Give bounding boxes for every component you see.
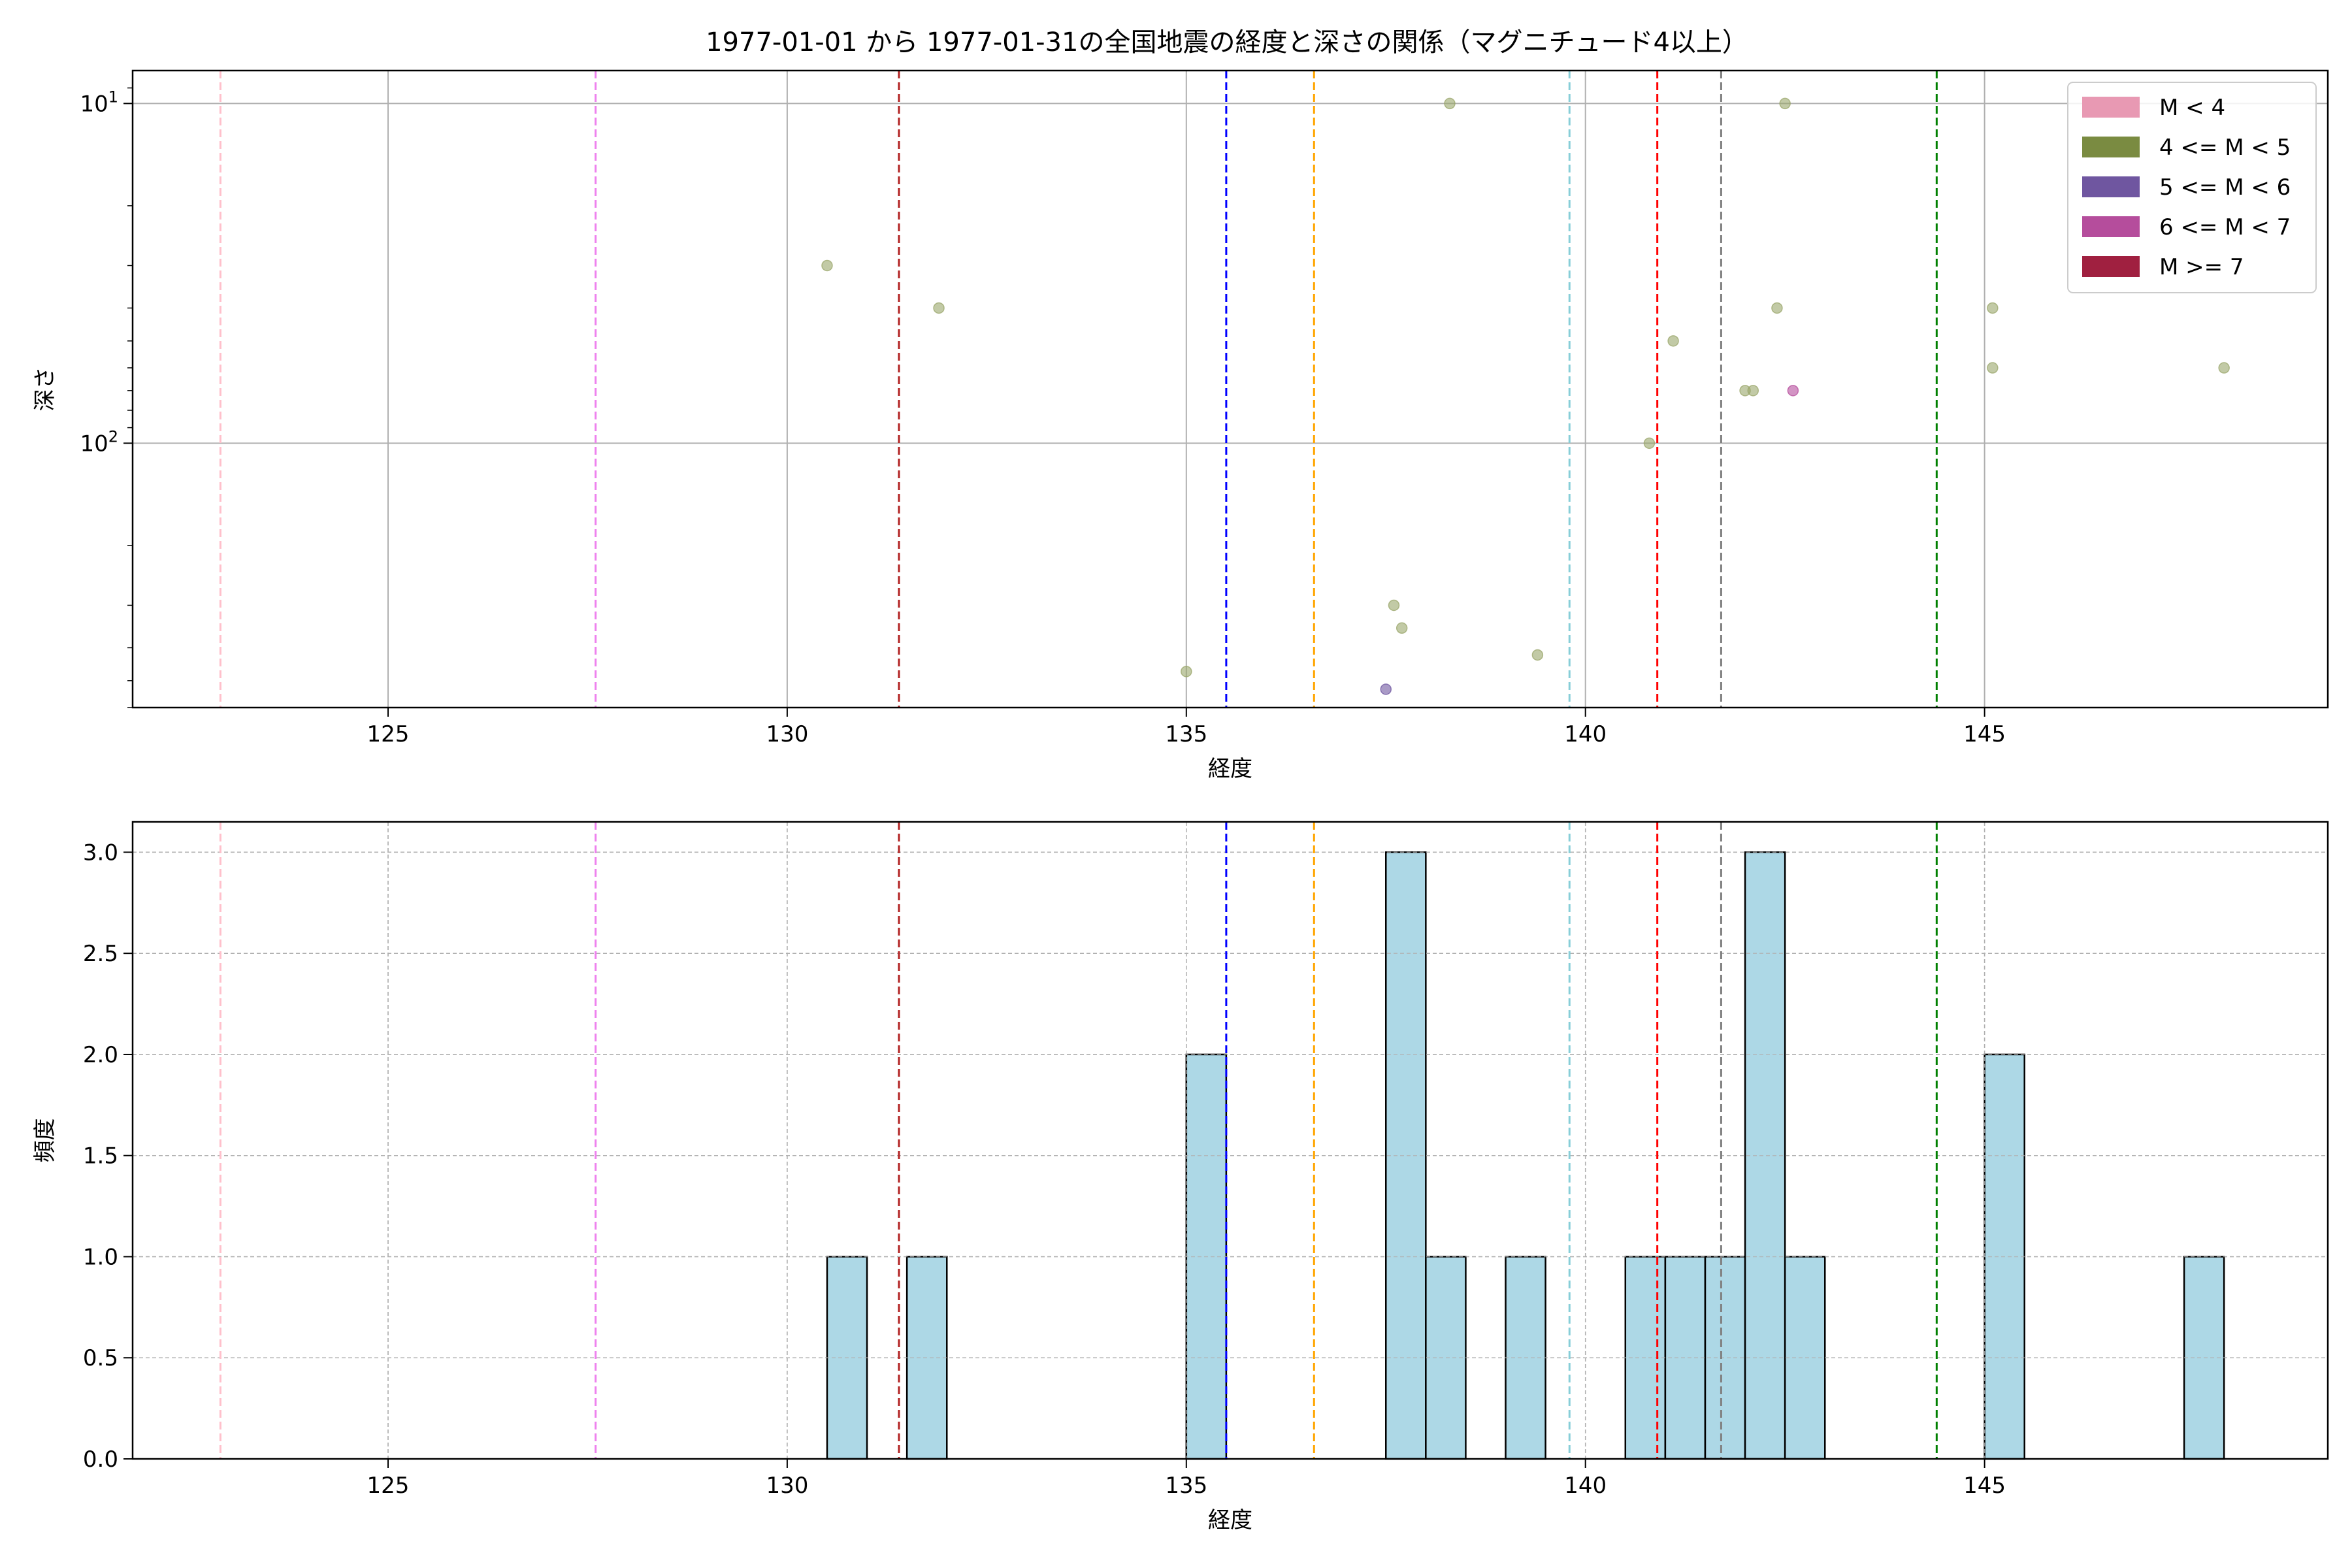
- scatter-point: [1667, 335, 1679, 347]
- scatter-plot: 125 130 135 140 145 101 102 経度 深さ M < 4 4 <= M < 5…: [32, 69, 2329, 782]
- x-tick-label: 130: [766, 1473, 808, 1499]
- scatter-point: [1771, 302, 1783, 314]
- scatter-point: [1444, 97, 1456, 110]
- histogram-plot: 125 130 135 140 145 0.0 0.5 1.0 1.5 2.0 2.5 3.0 経度 頻度: [32, 821, 2329, 1533]
- x-axis-label: 経度: [1208, 756, 1252, 782]
- x-tick-label: 125: [367, 1473, 410, 1499]
- scatter-point: [1380, 683, 1392, 695]
- legend-swatch: [2082, 256, 2140, 277]
- y-tick-label: 102: [80, 427, 118, 457]
- scatter-point: [1181, 666, 1192, 678]
- scatter-point: [1987, 362, 1999, 374]
- y-tick-label: 1.0: [83, 1244, 118, 1270]
- histogram-bar: [1704, 1256, 1746, 1460]
- y-tick-label: 3.0: [83, 840, 118, 866]
- legend-label: 4 <= M < 5: [2159, 135, 2291, 161]
- legend-swatch: [2082, 176, 2140, 197]
- x-tick-label: 135: [1165, 721, 1207, 747]
- y-tick-label: 0.0: [83, 1446, 118, 1473]
- scatter-point: [1396, 622, 1408, 634]
- axes-frame: [131, 69, 2329, 709]
- scatter-point: [821, 259, 833, 272]
- legend-label: M < 4: [2159, 95, 2225, 121]
- y-tick-label: 2.5: [83, 941, 118, 967]
- x-tick-label: 135: [1165, 1473, 1207, 1499]
- y-axis-label: 深さ: [32, 367, 58, 412]
- x-tick-label: 140: [1564, 721, 1607, 747]
- scatter-point: [1531, 649, 1544, 661]
- x-tick-label: 145: [1963, 1473, 2006, 1499]
- legend-swatch: [2082, 97, 2140, 118]
- x-axis-label: 経度: [1208, 1507, 1252, 1533]
- y-axis-label: 頻度: [32, 1119, 58, 1163]
- x-tick-label: 145: [1963, 721, 2006, 747]
- y-tick-label: 1.5: [83, 1143, 118, 1169]
- y-tick-label: 0.5: [83, 1345, 118, 1371]
- scatter-point: [1987, 302, 1999, 314]
- x-tick-label: 140: [1564, 1473, 1607, 1499]
- legend: M < 4 4 <= M < 5 5 <= M < 6 6 <= M < 7 M >= …: [2067, 82, 2317, 293]
- scatter-point: [1787, 385, 1799, 397]
- x-tick-label: 130: [766, 721, 808, 747]
- scatter-point: [1388, 599, 1400, 612]
- histogram-bar: [1744, 851, 1786, 1460]
- scatter-point: [1747, 385, 1759, 397]
- scatter-point: [1779, 97, 1791, 110]
- legend-label: 5 <= M < 6: [2159, 174, 2291, 201]
- axes-frame: [131, 821, 2329, 1460]
- legend-frame: [2067, 82, 2317, 293]
- y-tick-label: 101: [80, 88, 118, 117]
- legend-label: M >= 7: [2159, 254, 2244, 280]
- legend-label: 6 <= M < 7: [2159, 214, 2291, 240]
- figure-title: 1977-01-01 から 1977-01-31の全国地震の経度と深さの関係（マ…: [706, 27, 1748, 57]
- scatter-point: [2218, 362, 2230, 374]
- scatter-point: [933, 302, 945, 314]
- legend-swatch: [2082, 137, 2140, 157]
- legend-swatch: [2082, 216, 2140, 237]
- x-tick-label: 125: [367, 721, 410, 747]
- scatter-point: [1643, 437, 1656, 449]
- y-tick-label: 2.0: [83, 1042, 118, 1068]
